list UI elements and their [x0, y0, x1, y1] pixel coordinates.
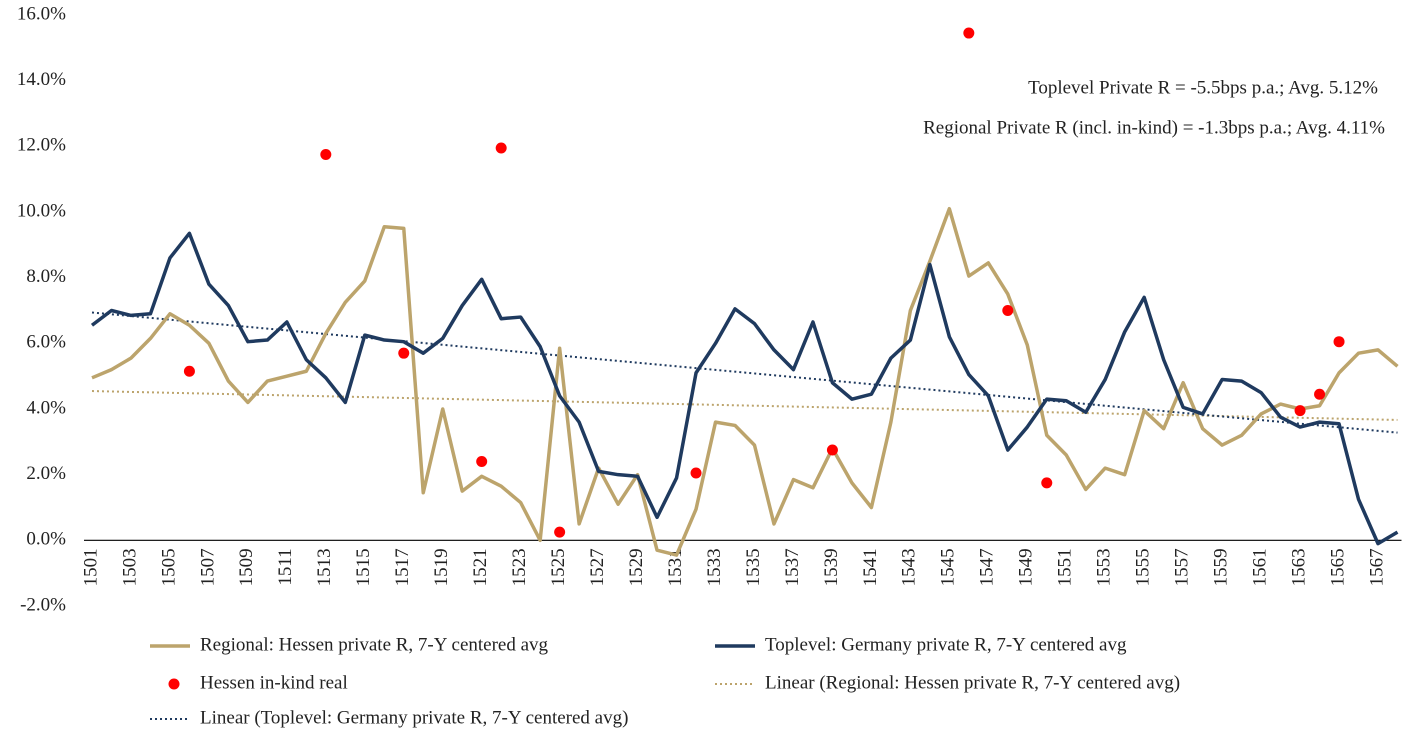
x-tick-label: 1551: [1055, 548, 1076, 586]
legend-label: Linear (Regional: Hessen private R, 7-Y …: [765, 672, 1180, 693]
x-tick-label: 1535: [743, 548, 764, 586]
x-tick-label: 1531: [665, 548, 686, 586]
point: [1294, 405, 1306, 417]
x-tick-label: 1547: [977, 548, 998, 586]
y-tick-label: 6.0%: [26, 332, 66, 353]
x-tick-label: 1521: [470, 548, 491, 586]
x-tick-label: 1501: [80, 548, 101, 586]
legend-label: Linear (Toplevel: Germany private R, 7-Y…: [200, 707, 628, 728]
point: [1002, 305, 1014, 316]
x-tick-label: 1557: [1172, 548, 1193, 586]
x-tick-label: 1543: [899, 548, 920, 586]
y-tick-label: 2.0%: [26, 463, 66, 484]
x-tick-label: 1505: [158, 548, 179, 586]
x-tick-label: 1515: [353, 548, 374, 586]
x-tick-label: 1545: [938, 548, 959, 586]
series-line: [90, 231, 1399, 546]
point: [1333, 336, 1345, 348]
y-tick-label: -2.0%: [20, 594, 66, 615]
x-tick-label: 1563: [1288, 548, 1309, 586]
x-tick-label: 1555: [1133, 548, 1154, 586]
y-tick-label: 16.0%: [17, 3, 66, 24]
annotation: Regional Private R (incl. in-kind) = -1.…: [923, 117, 1385, 138]
y-tick-label: 12.0%: [17, 135, 66, 156]
y-tick-label: 4.0%: [26, 397, 66, 418]
point: [963, 27, 975, 39]
x-tick-label: 1517: [392, 548, 413, 586]
y-tick-label: 14.0%: [17, 69, 66, 90]
series-line: [91, 206, 1399, 557]
x-tick-label: 1549: [1016, 548, 1037, 586]
point: [495, 142, 507, 154]
x-tick-label: 1553: [1094, 548, 1115, 586]
x-tick-label: 1565: [1327, 548, 1348, 586]
x-tick-label: 1559: [1210, 548, 1231, 586]
x-tick-label: 1509: [236, 548, 257, 586]
y-tick-label: 10.0%: [17, 200, 66, 221]
x-tick-label: 1539: [821, 548, 842, 586]
trendline: [91, 390, 1398, 421]
point: [320, 149, 332, 161]
point: [476, 456, 488, 468]
x-tick-label: 1567: [1366, 548, 1387, 586]
x-tick-label: 1537: [782, 548, 803, 586]
y-tick-label: 8.0%: [26, 266, 66, 287]
x-tick-label: 1511: [275, 548, 296, 585]
y-tick-label: 0.0%: [26, 529, 66, 550]
legend-label: Hessen in-kind real: [200, 672, 348, 693]
x-tick-label: 1513: [314, 548, 335, 586]
legend-swatch: [168, 678, 180, 690]
x-tick-label: 1533: [704, 548, 725, 586]
x-tick-label: 1525: [548, 548, 569, 586]
x-tick-label: 1527: [587, 548, 608, 586]
point: [1314, 388, 1326, 400]
x-tick-label: 1519: [431, 548, 452, 586]
x-tick-label: 1529: [626, 548, 647, 586]
point: [398, 347, 410, 359]
x-tick-label: 1541: [860, 548, 881, 586]
point: [690, 467, 702, 479]
x-tick-label: 1523: [509, 548, 530, 586]
trendline: [91, 311, 1398, 434]
x-tick-label: 1561: [1249, 548, 1270, 586]
point: [554, 526, 566, 538]
point: [183, 365, 195, 377]
legend-label: Toplevel: Germany private R, 7-Y centere…: [765, 634, 1127, 655]
annotation: Toplevel Private R = -5.5bps p.a.; Avg. …: [1028, 77, 1378, 98]
legend-label: Regional: Hessen private R, 7-Y centered…: [200, 634, 549, 655]
x-tick-label: 1507: [197, 548, 218, 586]
x-tick-label: 1503: [119, 548, 140, 586]
point: [1041, 477, 1053, 489]
point: [826, 444, 838, 456]
